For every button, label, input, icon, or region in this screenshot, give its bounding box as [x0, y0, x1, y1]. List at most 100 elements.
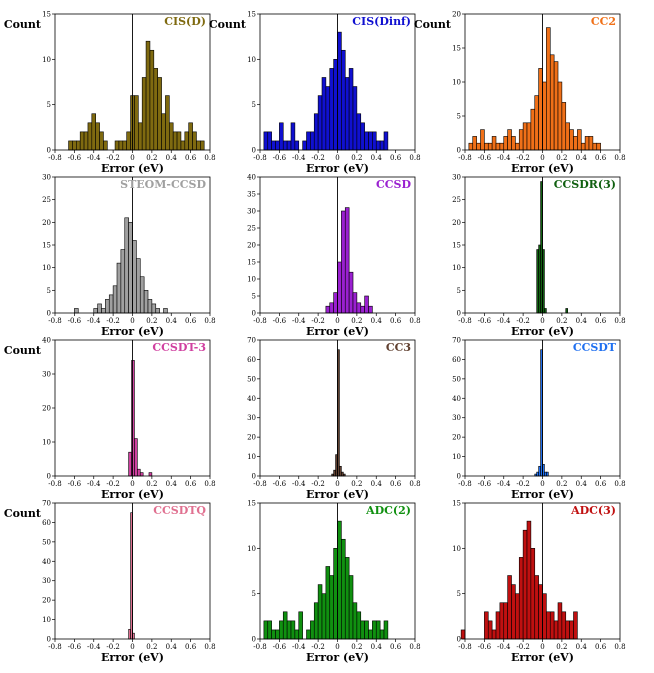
- y-tick-label: 0: [252, 636, 256, 644]
- y-tick-label: 10: [247, 276, 256, 284]
- x-tick-label: 0: [540, 154, 544, 162]
- y-tick-label: 30: [452, 414, 461, 422]
- histogram-bar: [99, 131, 104, 151]
- histogram-bar: [344, 557, 350, 640]
- histogram-bar: [108, 294, 114, 314]
- x-tick-label: -0.6: [273, 154, 287, 162]
- x-tick-label: 0.8: [614, 154, 625, 162]
- histogram-bar: [573, 611, 578, 640]
- histogram-bar: [163, 308, 168, 314]
- histogram-bar: [138, 122, 143, 151]
- histogram-bar: [306, 629, 311, 640]
- histogram-bar: [184, 131, 189, 151]
- x-axis-label: Error (eV): [306, 325, 369, 338]
- histogram-bar: [546, 471, 549, 477]
- histogram-bar: [495, 142, 501, 151]
- method-title: CIS(D): [164, 15, 206, 28]
- x-axis-label: Error (eV): [306, 162, 369, 175]
- x-tick-label: -0.6: [478, 643, 492, 651]
- histogram-bar: [333, 59, 338, 151]
- histogram-bar: [534, 95, 539, 151]
- x-axis-label: Error (eV): [511, 488, 574, 501]
- histogram-bar: [128, 451, 132, 477]
- x-tick-label: 0.8: [204, 317, 215, 325]
- histogram-bar: [155, 308, 160, 314]
- y-tick-label: 5: [252, 101, 256, 109]
- histogram-bar: [484, 611, 489, 640]
- histogram-bar: [93, 308, 98, 314]
- histogram-bar: [169, 122, 174, 151]
- y-tick-label: 35: [247, 191, 256, 199]
- method-title: CCSDT: [573, 341, 617, 354]
- histogram-bar: [103, 140, 108, 151]
- x-tick-label: 0: [335, 317, 339, 325]
- method-title: CCSDTQ: [153, 504, 206, 517]
- x-tick-label: -0.6: [478, 154, 492, 162]
- x-tick-label: 0.4: [371, 480, 383, 488]
- method-title: CC3: [386, 341, 411, 354]
- histogram-bar: [584, 136, 590, 151]
- histogram-bar: [526, 520, 532, 640]
- y-tick-label: 10: [247, 453, 256, 461]
- y-tick-label: 0: [47, 636, 51, 644]
- y-tick-label: 20: [247, 242, 256, 250]
- histogram-bar: [333, 292, 338, 314]
- x-axis-label: Error (eV): [511, 325, 574, 338]
- histogram-bar: [592, 142, 598, 151]
- histogram-bar: [294, 140, 300, 151]
- histogram-bar: [263, 620, 269, 640]
- y-tick-label: 10: [247, 56, 256, 64]
- y-tick-label: 60: [42, 519, 51, 527]
- histogram-bar: [95, 122, 100, 151]
- x-tick-label: 0.2: [351, 643, 362, 651]
- y-tick-label: 10: [42, 56, 51, 64]
- y-tick-label: 30: [42, 577, 51, 585]
- histogram-bar: [522, 529, 528, 640]
- y-tick-label: 30: [42, 371, 51, 379]
- histogram-bar: [530, 548, 536, 640]
- y-tick-label: 15: [247, 259, 256, 267]
- x-tick-label: 0.8: [204, 643, 215, 651]
- histogram-bar: [491, 629, 497, 640]
- y-tick-label: 5: [457, 113, 461, 121]
- histogram-bar: [530, 108, 536, 151]
- histogram-bar: [360, 122, 365, 151]
- x-tick-label: -0.4: [497, 480, 511, 488]
- histogram-bar: [267, 620, 272, 640]
- method-title: ADC(2): [365, 504, 411, 517]
- y-tick-label: 25: [247, 225, 256, 233]
- histogram-bar: [565, 122, 570, 151]
- histogram-bar: [79, 131, 85, 151]
- x-tick-label: 0.6: [390, 154, 402, 162]
- chart-panel-7: -0.8 -0.6 -0.4 -0.2 0 0.2 0.4 0.6 0.8 0 10 20 30 40 50…: [247, 337, 420, 502]
- histogram-bar: [279, 122, 284, 151]
- x-tick-label: -0.2: [516, 480, 530, 488]
- histogram-bar: [118, 140, 124, 151]
- histogram-bar: [480, 129, 485, 151]
- y-tick-label: 10: [42, 616, 51, 624]
- y-tick-label: 50: [247, 375, 256, 383]
- method-title: ADC(3): [570, 504, 616, 517]
- y-tick-label: 0: [47, 310, 51, 318]
- histogram-bar: [341, 210, 346, 314]
- histogram-bar: [460, 629, 466, 640]
- histogram-bar: [549, 611, 555, 640]
- x-tick-label: -0.4: [87, 317, 101, 325]
- y-tick-label: 20: [452, 11, 461, 19]
- histogram-bar: [126, 131, 131, 151]
- y-tick-label: 20: [42, 597, 51, 605]
- y-tick-label: 0: [252, 473, 256, 481]
- method-title: CIS(Dinf): [352, 15, 411, 28]
- x-tick-label: 0: [130, 154, 134, 162]
- y-tick-label: 50: [452, 375, 461, 383]
- y-tick-label: 5: [47, 101, 51, 109]
- y-axis-label: Count: [209, 18, 247, 31]
- y-tick-label: 15: [42, 242, 51, 250]
- y-tick-label: 0: [252, 310, 256, 318]
- y-tick-label: 60: [452, 356, 461, 364]
- histogram-bar: [546, 27, 551, 151]
- y-tick-label: 0: [457, 473, 461, 481]
- x-tick-label: 0.6: [185, 317, 197, 325]
- histogram-bar: [275, 629, 280, 640]
- y-tick-label: 15: [247, 11, 256, 19]
